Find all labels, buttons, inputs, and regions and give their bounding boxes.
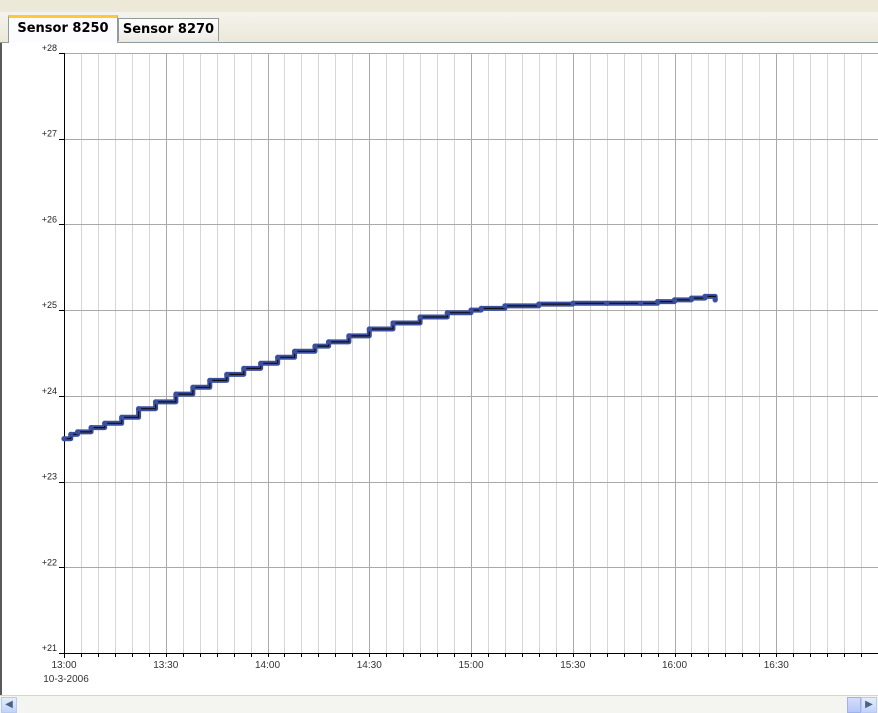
tick-labels: +21 +22 +23 +24 +25 +26 +27 +28 13:00 13:30 14:00 1…: [42, 43, 789, 685]
scroll-right-button[interactable]: ▶: [861, 697, 877, 713]
data-point: [241, 365, 247, 371]
data-point: [68, 431, 74, 437]
data-point: [478, 305, 484, 311]
data-point: [102, 420, 108, 426]
data-point: [75, 429, 81, 435]
data-point: [136, 406, 142, 412]
data-point: [688, 295, 695, 301]
data-point: [712, 297, 718, 303]
data-point: [292, 348, 298, 354]
data-point: [536, 301, 542, 307]
data-point: [190, 384, 196, 390]
y-tick-label: +26: [42, 214, 57, 224]
data-point: [119, 414, 125, 420]
y-tick-label: +22: [42, 557, 57, 567]
data-point: [654, 299, 661, 305]
data-point: [502, 303, 508, 309]
data-point: [224, 371, 230, 377]
data-point: [258, 360, 264, 366]
data-point: [173, 391, 179, 397]
data-point: [61, 436, 67, 442]
x-tick-label: 16:30: [764, 660, 789, 671]
tab-sensor-8270[interactable]: Sensor 8270: [118, 18, 219, 41]
x-tick-label: 13:00: [51, 660, 76, 671]
x-tick-label: 14:00: [255, 660, 280, 671]
axes: [59, 53, 878, 658]
data-point: [468, 307, 474, 313]
data-point: [326, 339, 332, 345]
x-tick-label: 13:30: [153, 660, 178, 671]
data-point: [207, 377, 213, 383]
x-tick-label: 16:00: [662, 660, 687, 671]
y-tick-label: +25: [42, 300, 57, 310]
scroll-left-button[interactable]: ◀: [1, 697, 17, 713]
data-point: [570, 300, 576, 306]
data-point: [390, 320, 396, 326]
y-tick-label: +28: [42, 43, 57, 53]
scroll-thumb[interactable]: [847, 697, 861, 713]
data-point: [417, 314, 423, 320]
x-tick-label: 15:30: [560, 660, 585, 671]
data-point: [444, 310, 450, 316]
tab-strip: Sensor 8250 Sensor 8270: [0, 12, 878, 43]
series-line-core: [64, 295, 716, 440]
y-tick-label: +21: [42, 643, 57, 653]
data-point: [638, 300, 644, 306]
data-point: [346, 333, 352, 339]
y-tick-label: +24: [42, 386, 57, 396]
data-point: [604, 300, 610, 306]
data-point: [312, 343, 318, 349]
data-point: [275, 354, 281, 360]
y-tick-label: +23: [42, 472, 57, 482]
data-point: [88, 425, 94, 431]
tab-sensor-8250[interactable]: Sensor 8250: [8, 15, 118, 43]
x-tick-label: 14:30: [357, 660, 382, 671]
data-point: [671, 297, 678, 303]
x-tick-label: 15:00: [458, 660, 483, 671]
chart-panel: +21 +22 +23 +24 +25 +26 +27 +28 13:00 13:30 14:00 1…: [0, 43, 878, 695]
data-point: [153, 399, 159, 405]
data-point: [366, 326, 372, 332]
horizontal-scrollbar[interactable]: ◀ ▶: [0, 695, 878, 713]
series-line: [61, 293, 718, 442]
series-layer: [61, 293, 718, 442]
major-gridlines: [64, 53, 878, 654]
minor-gridlines: [81, 53, 862, 653]
data-point: [702, 293, 708, 299]
line-chart: +21 +22 +23 +24 +25 +26 +27 +28 13:00 13:30 14:00 1…: [42, 43, 878, 685]
date-label: 10-3-2006: [43, 674, 89, 685]
y-tick-label: +27: [42, 129, 57, 139]
